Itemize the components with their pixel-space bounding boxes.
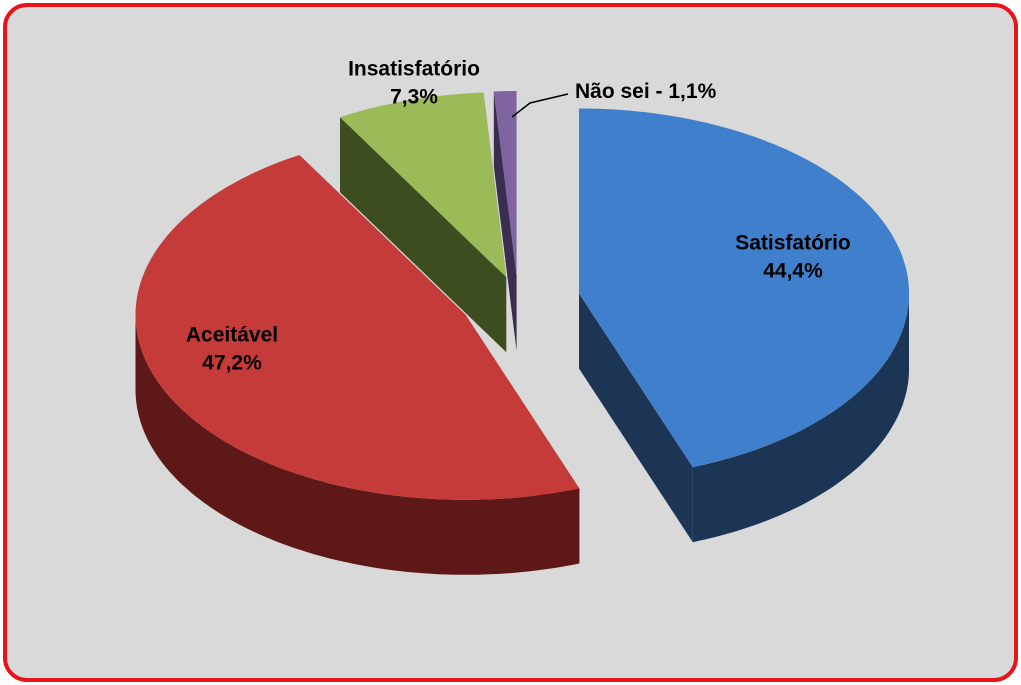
data-label: Não sei - 1,1% (575, 80, 717, 103)
slice (493, 91, 517, 276)
label-separator: - (650, 80, 669, 103)
slice (340, 92, 507, 278)
value-label: 47,2% (202, 352, 262, 375)
category-label: Insatisfatório (348, 58, 480, 81)
slice (135, 155, 580, 500)
slice-side (579, 293, 693, 543)
slice-wall (135, 314, 580, 575)
category-label: Satisfatório (735, 232, 851, 255)
value-label: 1,1% (668, 80, 716, 103)
slice-side (340, 117, 507, 353)
value-label: 44,4% (763, 260, 823, 283)
slice-side (493, 91, 517, 351)
category-label: Não sei (575, 80, 650, 103)
value-label: 7,3% (390, 86, 438, 109)
category-label: Aceitável (186, 324, 278, 347)
leader-line (511, 93, 569, 118)
slice-wall (692, 293, 909, 543)
slice (579, 108, 909, 468)
